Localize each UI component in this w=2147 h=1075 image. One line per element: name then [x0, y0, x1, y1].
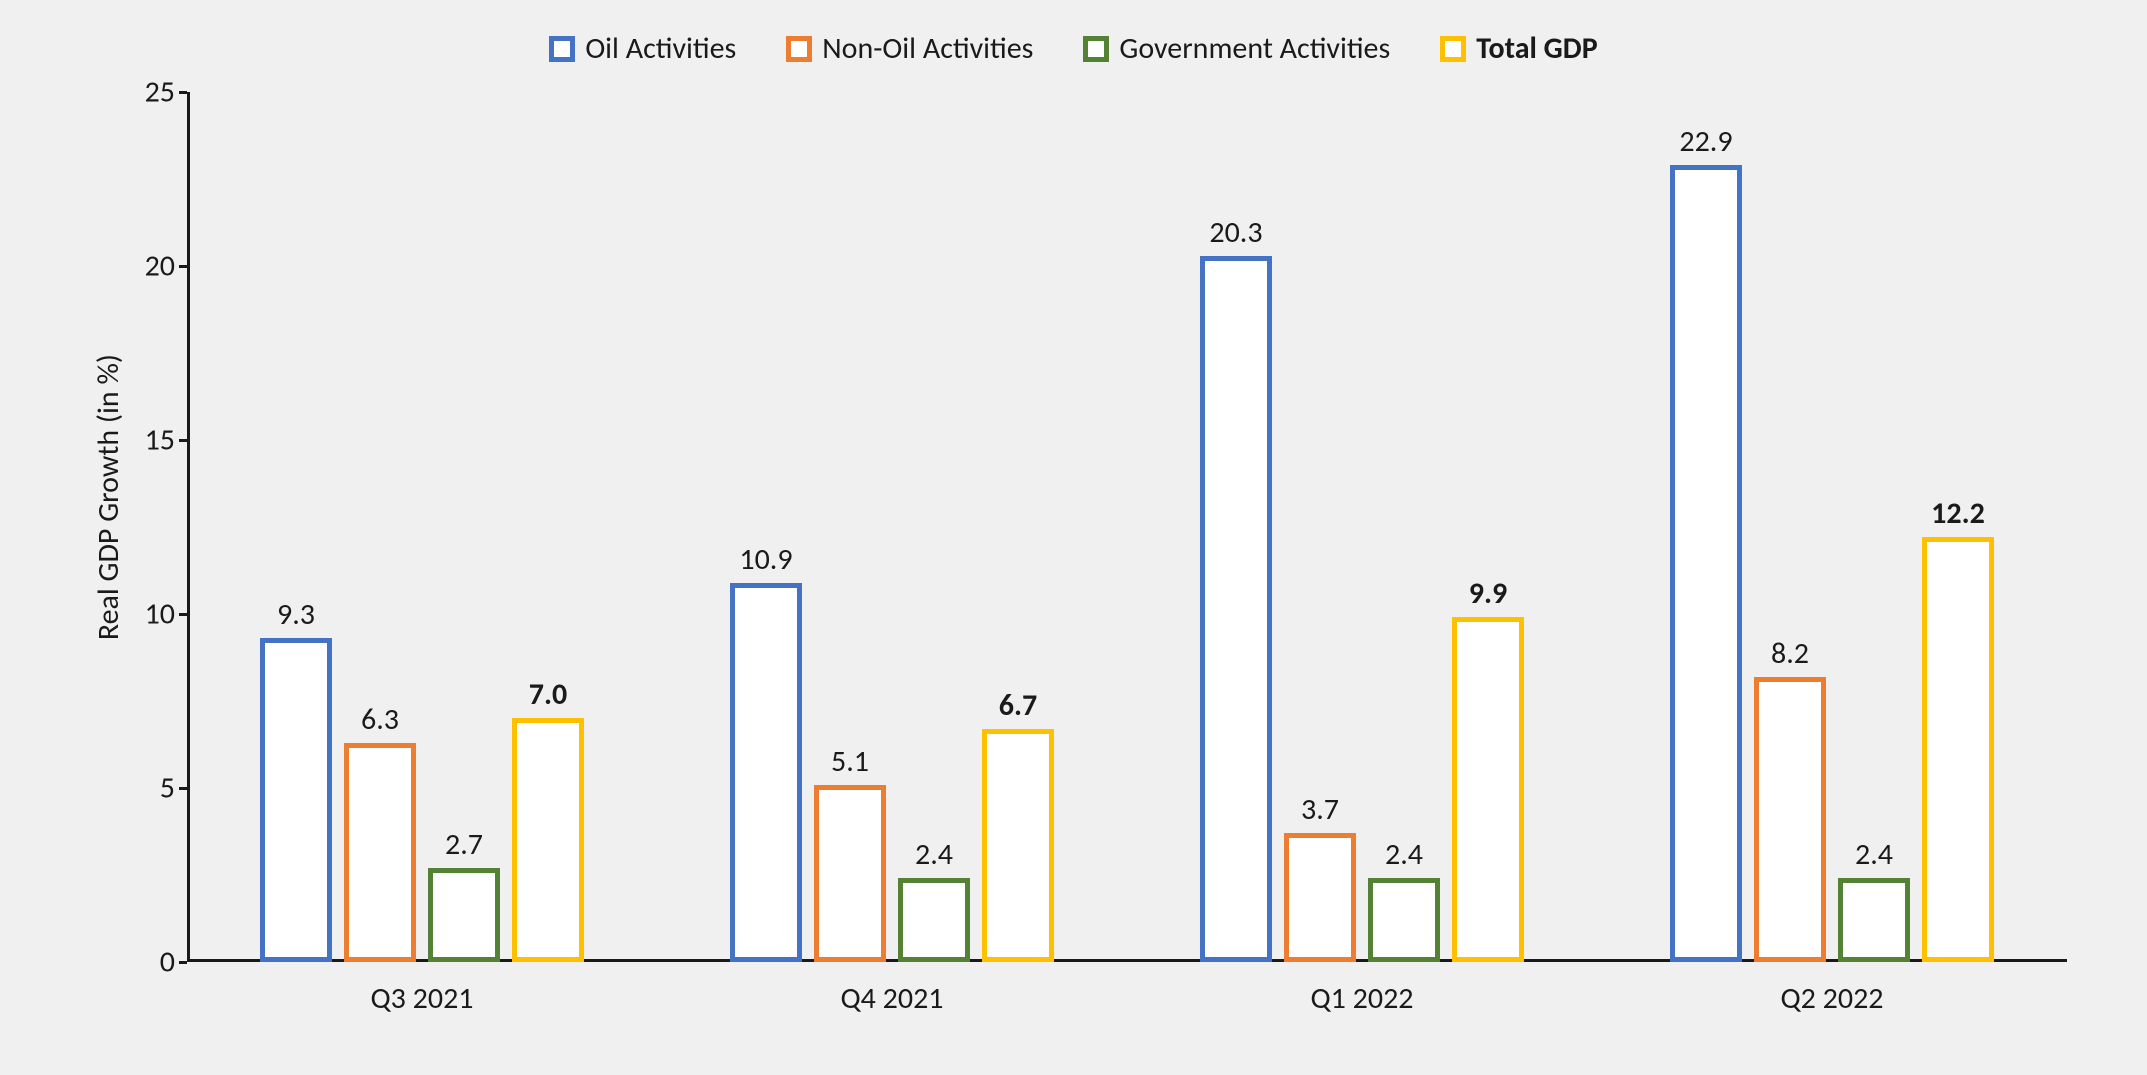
bar: 20.3	[1200, 256, 1272, 962]
bar: 2.4	[1838, 878, 1910, 962]
y-axis: 0510152025	[127, 92, 187, 962]
bar: 22.9	[1670, 165, 1742, 962]
bar-value-label: 10.9	[739, 541, 792, 578]
legend-item-3: Total GDP	[1440, 30, 1597, 67]
legend-item-2: Government Activities	[1083, 30, 1390, 67]
bar-groups: 9.36.32.77.010.95.12.46.720.33.72.49.922…	[187, 92, 2067, 962]
bar-value-label: 6.7	[999, 687, 1037, 724]
legend-item-0: Oil Activities	[549, 30, 736, 67]
bar-group: 22.98.22.412.2	[1597, 92, 2067, 962]
bar: 10.9	[730, 583, 802, 962]
bar-value-label: 8.2	[1771, 635, 1809, 672]
bar-value-label: 7.0	[529, 676, 567, 713]
y-tick-mark	[179, 439, 187, 442]
legend-swatch-icon	[549, 36, 575, 62]
bar: 6.7	[982, 729, 1054, 962]
bar: 3.7	[1284, 833, 1356, 962]
bar-value-label: 12.2	[1931, 495, 1985, 532]
bar: 2.7	[428, 868, 500, 962]
y-tick-label: 15	[145, 422, 175, 459]
bar: 8.2	[1754, 677, 1826, 962]
legend-item-1: Non-Oil Activities	[786, 30, 1033, 67]
legend-label: Non-Oil Activities	[822, 30, 1033, 67]
bar-value-label: 2.4	[1385, 836, 1423, 873]
y-tick-label: 25	[145, 74, 175, 111]
x-axis-label: Q3 2021	[187, 980, 657, 1017]
bar: 5.1	[814, 785, 886, 962]
y-tick-label: 0	[160, 944, 175, 981]
y-tick-mark	[179, 787, 187, 790]
y-tick-label: 5	[160, 770, 175, 807]
x-axis-label: Q4 2021	[657, 980, 1127, 1017]
bar-value-label: 2.7	[445, 826, 483, 863]
legend-label: Oil Activities	[585, 30, 736, 67]
bar-group: 9.36.32.77.0	[187, 92, 657, 962]
bar-value-label: 9.3	[277, 596, 315, 633]
bar-value-label: 6.3	[361, 701, 399, 738]
plot-area: 9.36.32.77.010.95.12.46.720.33.72.49.922…	[187, 92, 2067, 962]
legend-swatch-icon	[786, 36, 812, 62]
bar-value-label: 9.9	[1469, 575, 1507, 612]
y-tick-mark	[179, 613, 187, 616]
legend-label: Total GDP	[1476, 30, 1597, 67]
bar-group: 20.33.72.49.9	[1127, 92, 1597, 962]
legend-swatch-icon	[1083, 36, 1109, 62]
legend-label: Government Activities	[1119, 30, 1390, 67]
y-tick-mark	[179, 91, 187, 94]
y-tick-label: 10	[145, 596, 175, 633]
bar: 12.2	[1922, 537, 1994, 962]
bar-value-label: 22.9	[1679, 123, 1732, 160]
bar-value-label: 20.3	[1209, 214, 1262, 251]
y-axis-title: Real GDP Growth (in %)	[80, 354, 127, 640]
chart-legend: Oil Activities Non-Oil Activities Governme…	[80, 30, 2067, 67]
legend-swatch-icon	[1440, 36, 1466, 62]
x-axis-labels: Q3 2021Q4 2021Q1 2022Q2 2022	[187, 980, 2067, 1017]
bar-value-label: 2.4	[1855, 836, 1893, 873]
bar-value-label: 2.4	[915, 836, 953, 873]
gdp-growth-chart: Oil Activities Non-Oil Activities Governme…	[0, 0, 2147, 1075]
y-tick-mark	[179, 961, 187, 964]
bar: 6.3	[344, 743, 416, 962]
bar: 9.9	[1452, 617, 1524, 962]
plot-frame: Real GDP Growth (in %) 0510152025 9.36.3…	[80, 92, 2067, 962]
x-axis-label: Q2 2022	[1597, 980, 2067, 1017]
bar-group: 10.95.12.46.7	[657, 92, 1127, 962]
y-tick-label: 20	[145, 248, 175, 285]
bar: 2.4	[898, 878, 970, 962]
bar: 9.3	[260, 638, 332, 962]
bar-value-label: 5.1	[831, 743, 869, 780]
bar-value-label: 3.7	[1301, 791, 1339, 828]
x-axis-label: Q1 2022	[1127, 980, 1597, 1017]
bar: 7.0	[512, 718, 584, 962]
bar: 2.4	[1368, 878, 1440, 962]
y-tick-mark	[179, 265, 187, 268]
